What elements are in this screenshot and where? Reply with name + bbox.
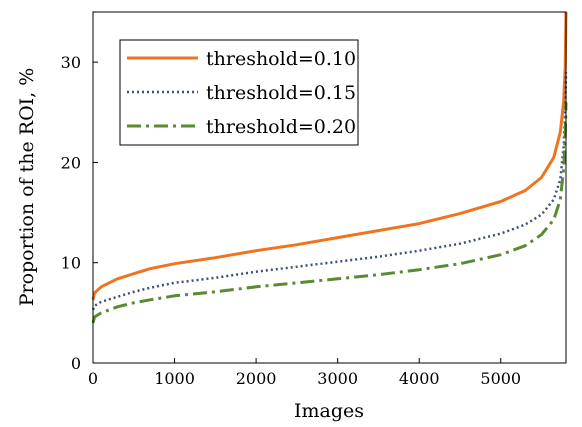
y-tick-label: 0 bbox=[71, 354, 81, 373]
y-tick-label: 30 bbox=[61, 53, 81, 72]
plot-frame bbox=[92, 11, 567, 364]
legend-label-2: threshold=0.20 bbox=[206, 116, 356, 138]
legend: threshold=0.10 threshold=0.15 threshold=… bbox=[119, 39, 359, 146]
y-tick-label: 20 bbox=[61, 153, 81, 172]
series-line-2 bbox=[91, 102, 568, 324]
series-line-0 bbox=[91, 11, 568, 301]
x-tick-label: 2000 bbox=[236, 369, 277, 388]
legend-label-1: threshold=0.15 bbox=[206, 82, 356, 104]
x-tick-label: 4000 bbox=[399, 369, 440, 388]
series-layer bbox=[91, 11, 568, 324]
x-tick-label: 1000 bbox=[154, 369, 195, 388]
y-tick-label: 10 bbox=[61, 254, 81, 273]
x-tick-label: 0 bbox=[88, 369, 98, 388]
y-axis-ticks: 0 10 20 30 bbox=[61, 53, 98, 373]
x-axis-ticks: 0 1000 2000 3000 4000 5000 bbox=[88, 358, 521, 388]
legend-label-0: threshold=0.10 bbox=[206, 48, 356, 70]
y-axis-title: Proportion of the ROI, % bbox=[16, 68, 38, 307]
x-tick-label: 3000 bbox=[317, 369, 358, 388]
x-axis-title: Images bbox=[294, 400, 364, 422]
x-tick-label: 5000 bbox=[480, 369, 521, 388]
